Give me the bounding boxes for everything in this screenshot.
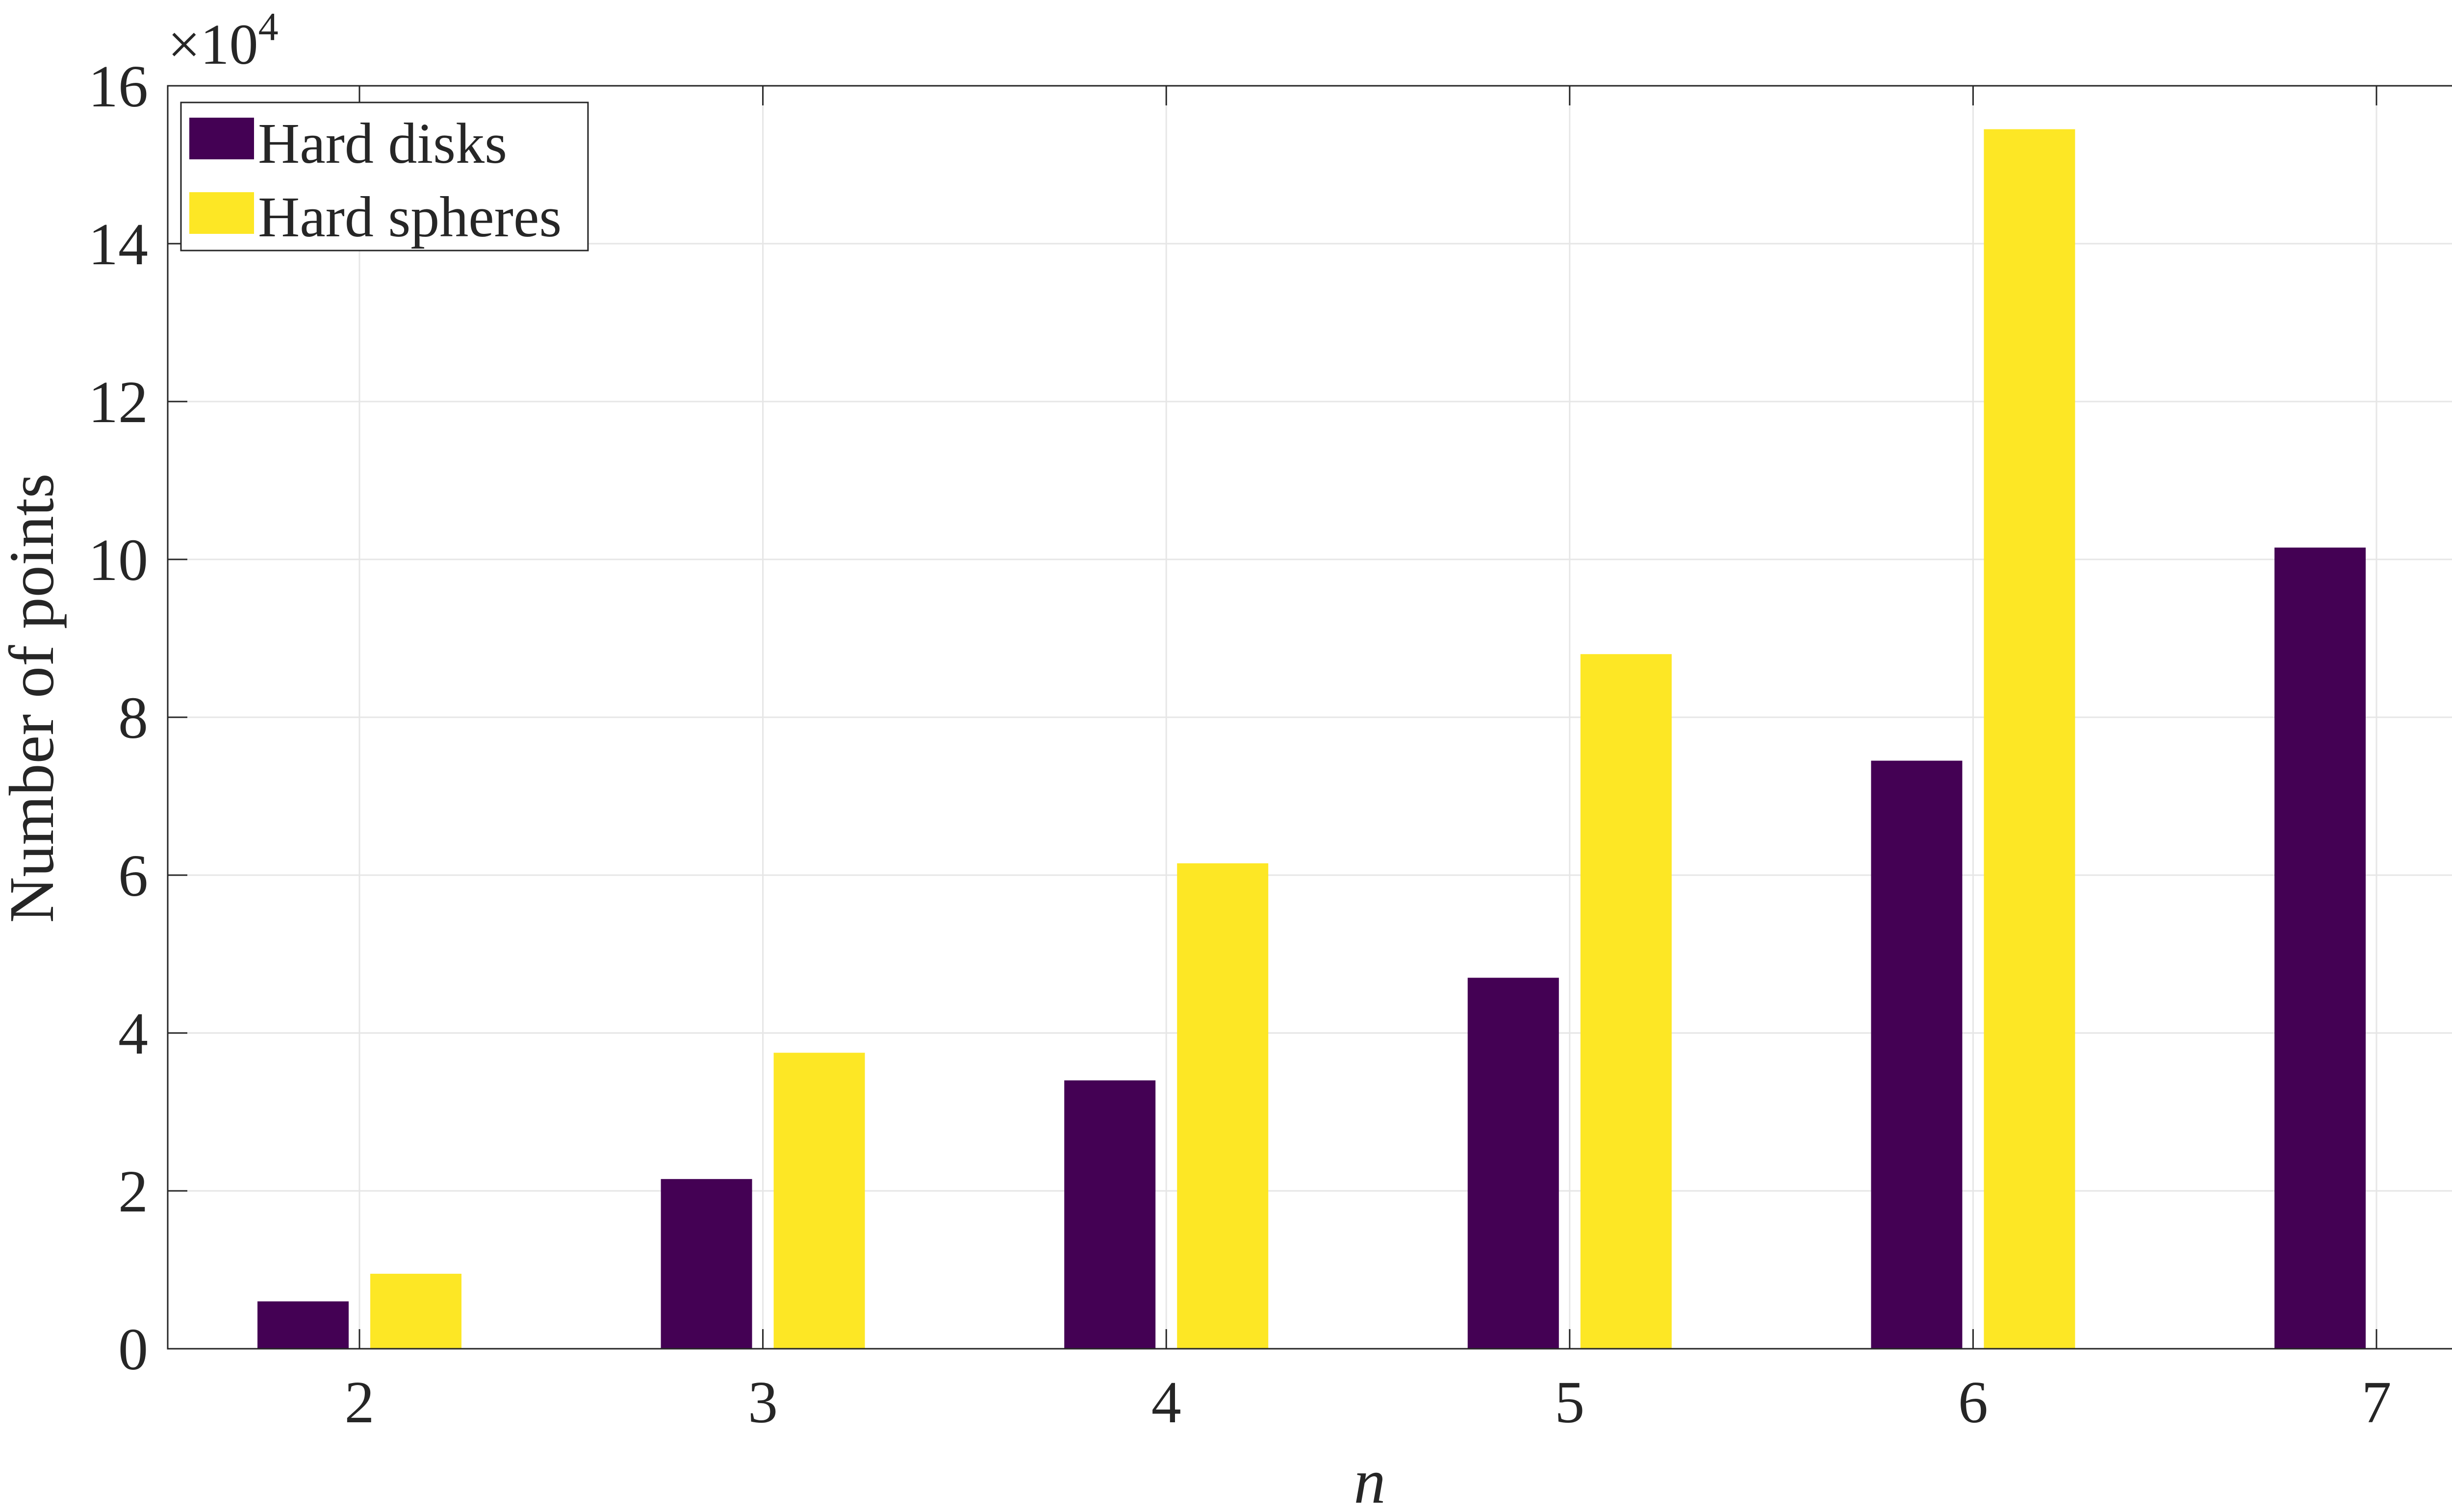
bar-hard-spheres-n4 [1177, 863, 1269, 1349]
y-tick-label: 2 [118, 1159, 148, 1225]
legend: Hard disks Hard spheres [180, 101, 589, 252]
y-tick-label: 12 [88, 369, 148, 435]
legend-label-hard-spheres: Hard spheres [258, 185, 562, 249]
bar-hard-spheres-n3 [773, 1053, 865, 1349]
legend-swatch-hard-disks [189, 118, 254, 159]
bar-hard-disks-n2 [257, 1301, 349, 1349]
x-axis-label: n [1354, 1446, 1386, 1512]
y-tick-label: 0 [118, 1316, 148, 1383]
axis-ticks [168, 85, 2377, 1350]
bar-hard-disks-n7 [2274, 547, 2366, 1349]
y-axis-label: Number of points [0, 473, 67, 923]
y-tick-label: 14 [88, 211, 148, 277]
legend-label-hard-disks: Hard disks [258, 111, 507, 176]
bar-hard-spheres-n5 [1580, 654, 1672, 1349]
x-tick-label: 4 [1151, 1369, 1181, 1436]
y-tick-label: 16 [88, 53, 148, 120]
x-tick-label: 5 [1555, 1369, 1584, 1436]
bar-hard-disks-n6 [1871, 760, 1963, 1349]
y-exponent-label: ×104 [168, 4, 279, 76]
y-exponent-power: 4 [258, 4, 279, 49]
bar-hard-disks-n4 [1064, 1080, 1156, 1349]
y-tick-labels: 0 2 4 6 8 10 12 14 16 [88, 53, 148, 1383]
bar-hard-disks-n3 [661, 1179, 752, 1349]
bar-hard-spheres-n6 [1984, 129, 2075, 1349]
x-tick-labels: 2 3 4 5 6 7 [345, 1369, 2392, 1436]
legend-swatch-hard-spheres [189, 192, 254, 234]
y-tick-label: 10 [88, 527, 148, 593]
bar-hard-disks-n5 [1467, 978, 1559, 1349]
y-tick-label: 8 [118, 685, 148, 751]
x-tick-label: 3 [748, 1369, 778, 1436]
y-tick-label: 6 [118, 843, 148, 909]
x-tick-label: 6 [1958, 1369, 1988, 1436]
x-tick-label: 7 [2362, 1369, 2392, 1436]
y-tick-label: 4 [118, 1001, 148, 1067]
x-tick-label: 2 [345, 1369, 375, 1436]
y-exponent-prefix: ×10 [168, 12, 258, 76]
bars [257, 129, 2366, 1349]
bar-hard-spheres-n2 [370, 1274, 461, 1349]
